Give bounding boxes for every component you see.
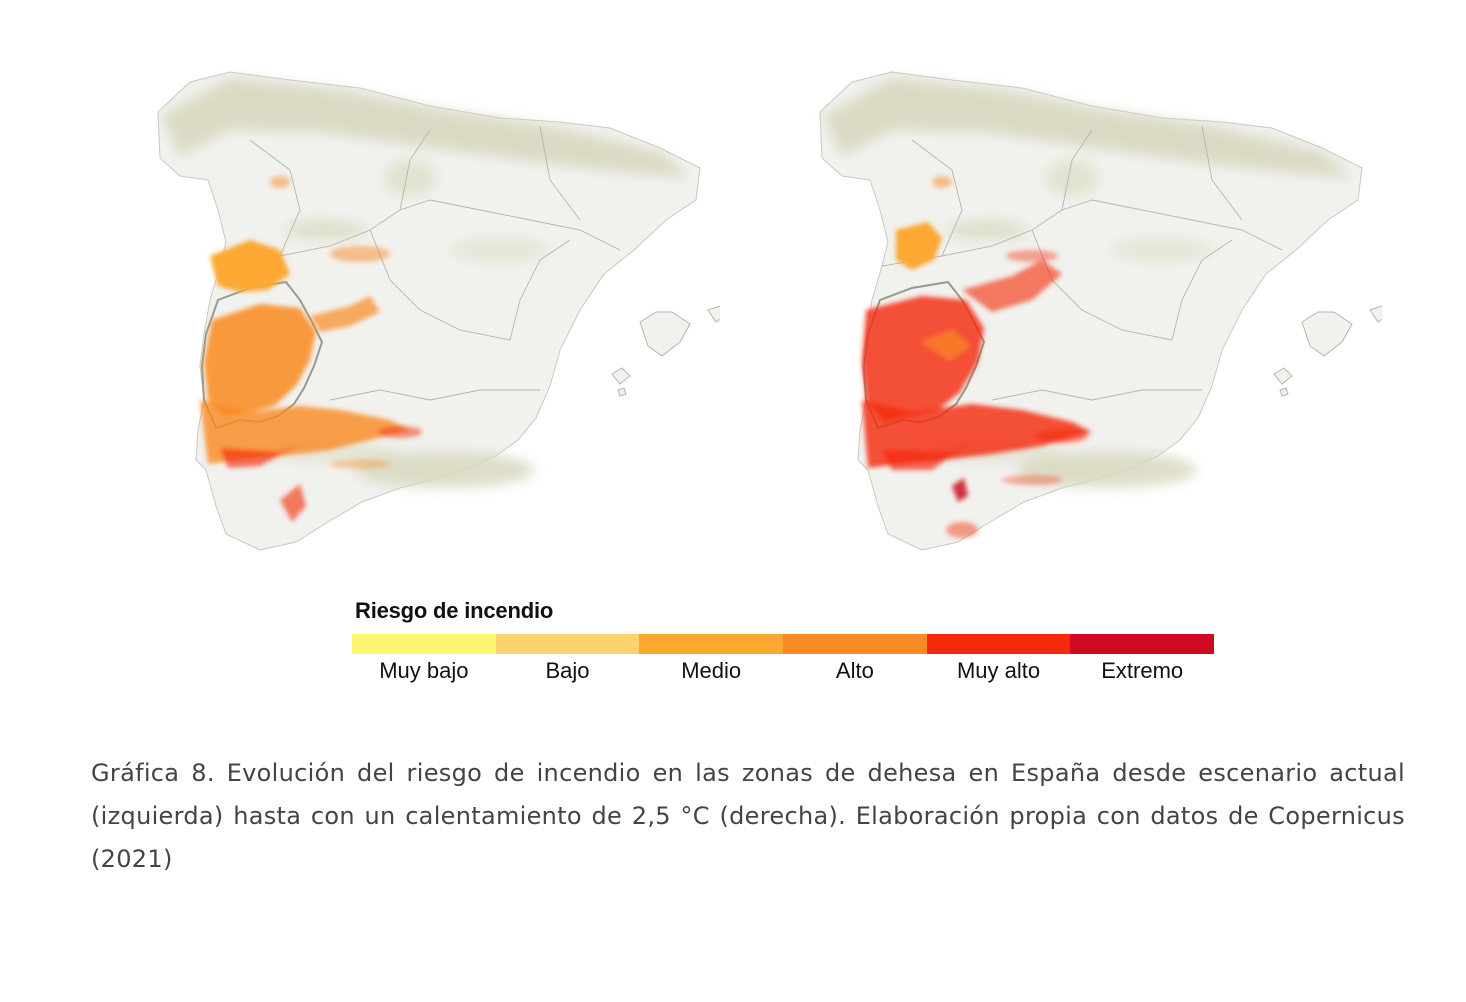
legend-label-bajo: Bajo (545, 658, 590, 683)
spain-map-current (157, 71, 720, 551)
map-current-scenario (100, 60, 720, 560)
legend-swatch-muy-bajo (352, 634, 496, 654)
map-warming-scenario (762, 60, 1382, 560)
legend-label-extremo: Extremo (1101, 658, 1184, 683)
balearic-islands (611, 305, 720, 397)
legend-swatch-medio (639, 634, 784, 654)
spain-map-warming (819, 71, 1382, 551)
figure-caption: Gráfica 8. Evolución del riesgo de incen… (91, 759, 1405, 873)
relief-shading (824, 78, 1352, 488)
fire-risk-areas-current (200, 176, 422, 522)
legend-labels: Muy bajo Bajo Medio Alto Muy alto Extrem… (352, 656, 1214, 684)
extremadura-border (200, 280, 324, 430)
balearic-islands (1273, 305, 1382, 397)
legend-label-muy-alto: Muy alto (956, 658, 1041, 683)
legend-swatch-extremo (1070, 634, 1215, 654)
legend-swatch-muy-alto (926, 634, 1071, 654)
legend-color-bar (352, 634, 1215, 654)
legend-title: Riesgo de incendio (355, 598, 554, 623)
relief-shading (162, 78, 690, 488)
fire-risk-legend: Riesgo de incendio Muy bajo Bajo Medio A… (352, 598, 1215, 684)
legend-label-alto: Alto (835, 658, 874, 683)
legend-swatch-bajo (495, 634, 640, 654)
legend-label-medio: Medio (681, 658, 742, 683)
legend-label-muy-bajo: Muy bajo (379, 658, 469, 683)
fire-risk-areas-warming (862, 176, 1092, 538)
legend-swatch-alto (783, 634, 927, 654)
